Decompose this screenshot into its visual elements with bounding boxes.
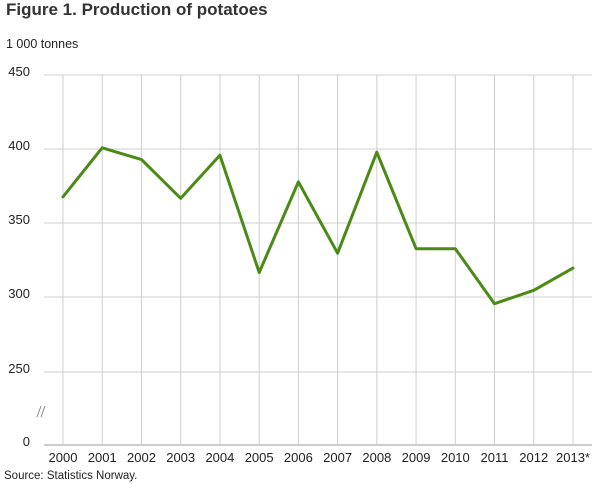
x-tick-label: 2002 (127, 450, 156, 465)
x-tick-label: 2000 (49, 450, 78, 465)
y-tick-label: 300 (8, 286, 30, 301)
axis-break-stroke (40, 405, 46, 418)
y-tick-label: 350 (8, 212, 30, 227)
axis-break-stroke (36, 405, 42, 418)
chart-title: Figure 1. Production of potatoes (6, 0, 268, 19)
series-line (61, 146, 575, 306)
x-tick-label: 2010 (441, 450, 470, 465)
source-note: Source: Statistics Norway. (4, 470, 138, 482)
x-tick-label: 2005 (245, 450, 274, 465)
y-axis-unit-label: 1 000 tonnes (6, 37, 79, 51)
x-tick-label: 2007 (323, 450, 352, 465)
x-tick-label: 2009 (402, 450, 431, 465)
x-tick-label: 2012 (519, 450, 548, 465)
y-tick-labels: 450 400 350 300 250 0 (8, 64, 30, 449)
grid-lines (44, 74, 592, 446)
y-tick-label: 0 (23, 434, 30, 449)
x-tick-label: 2008 (362, 450, 391, 465)
x-tick-label: 2003 (166, 450, 195, 465)
series-group (61, 146, 575, 306)
x-tick-label: 2013* (556, 450, 590, 465)
y-tick-label: 250 (8, 361, 30, 376)
y-tick-label: 450 (8, 64, 30, 79)
x-tick-label: 2011 (481, 450, 509, 465)
x-tick-label: 2004 (205, 450, 234, 465)
y-tick-label: 400 (8, 138, 30, 153)
x-tick-labels: 2000 2001 2002 2003 2004 2005 2006 2007 2008 2009… (49, 450, 590, 465)
x-tick-label: 2006 (284, 450, 313, 465)
y-axis-break-mark (36, 405, 46, 418)
x-tick-label: 2001 (88, 450, 117, 465)
